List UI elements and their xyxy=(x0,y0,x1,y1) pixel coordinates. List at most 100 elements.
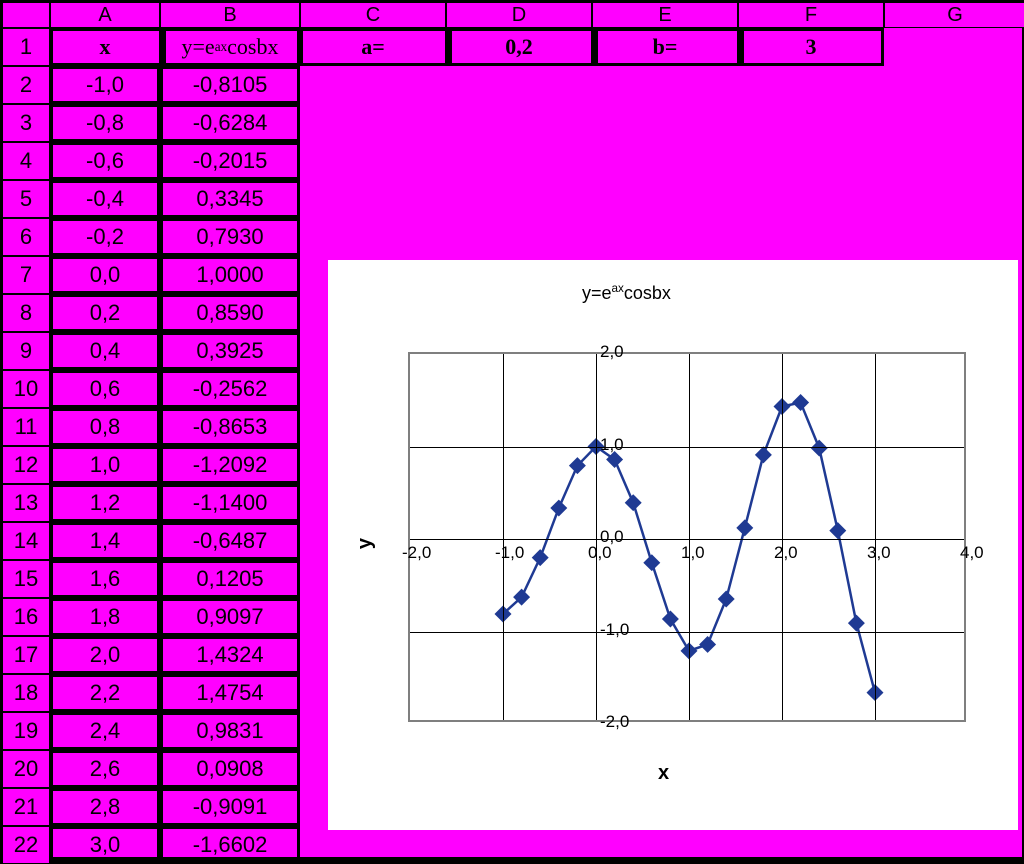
cell-border xyxy=(50,674,160,712)
row-header-9[interactable]: 9 xyxy=(2,332,50,370)
row-header-16[interactable]: 16 xyxy=(2,598,50,636)
cell-border xyxy=(50,104,160,142)
cell-border xyxy=(160,750,300,788)
cell-border xyxy=(160,256,300,294)
cell-border xyxy=(50,636,160,674)
row-header-5[interactable]: 5 xyxy=(2,180,50,218)
cell-border xyxy=(50,294,160,332)
row-header-21[interactable]: 21 xyxy=(2,788,50,826)
xtick-label: 2,0 xyxy=(774,543,798,563)
ytick-label: -1,0 xyxy=(600,620,629,640)
cell-border xyxy=(160,826,300,864)
row-header-10[interactable]: 10 xyxy=(2,370,50,408)
cell-border xyxy=(738,28,744,66)
xtick-label: -2,0 xyxy=(402,543,431,563)
row-header-11[interactable]: 11 xyxy=(2,408,50,446)
column-header-A[interactable]: A xyxy=(50,2,160,28)
cell-border xyxy=(160,104,300,142)
cell-border xyxy=(160,560,300,598)
gridline-v xyxy=(689,354,690,720)
column-header-E[interactable]: E xyxy=(592,2,738,28)
column-header-G[interactable]: G xyxy=(884,2,1024,28)
row-header-4[interactable]: 4 xyxy=(2,142,50,180)
cell-border xyxy=(446,28,452,66)
row-header-13[interactable]: 13 xyxy=(2,484,50,522)
cell-border xyxy=(50,370,160,408)
cell-border xyxy=(160,294,300,332)
cell-border xyxy=(50,332,160,370)
xtick-label: 3,0 xyxy=(867,543,891,563)
row-header-12[interactable]: 12 xyxy=(2,446,50,484)
cell-border xyxy=(50,522,160,560)
cell-border xyxy=(160,370,300,408)
cell-border xyxy=(160,636,300,674)
xtick-label: 1,0 xyxy=(681,543,705,563)
xtick-label: 4,0 xyxy=(960,543,984,563)
gridline-v xyxy=(596,354,597,720)
chart-plot-area xyxy=(408,352,966,722)
cell-border xyxy=(160,788,300,826)
gridline-h xyxy=(410,447,964,448)
row-header-20[interactable]: 20 xyxy=(2,750,50,788)
cell-border xyxy=(160,522,300,560)
row-header-22[interactable]: 22 xyxy=(2,826,50,864)
cell-border xyxy=(160,408,300,446)
cell-border xyxy=(50,28,300,66)
cell-border xyxy=(160,674,300,712)
xtick-label: -1,0 xyxy=(495,543,524,563)
cell-border xyxy=(160,484,300,522)
row-header-2[interactable]: 2 xyxy=(2,66,50,104)
cell-border xyxy=(160,712,300,750)
row-header-1[interactable]: 1 xyxy=(2,28,50,66)
chart-title: y=eaxcosbx xyxy=(582,282,671,304)
cell-border xyxy=(160,218,300,256)
cell-border xyxy=(592,28,598,66)
row-header-6[interactable]: 6 xyxy=(2,218,50,256)
gridline-h xyxy=(410,632,964,633)
ytick-label: 0,0 xyxy=(600,527,624,547)
cell-border xyxy=(160,598,300,636)
cell-border xyxy=(50,484,160,522)
row-header-3[interactable]: 3 xyxy=(2,104,50,142)
cell-border xyxy=(50,446,160,484)
cell-border xyxy=(50,408,160,446)
cell-border xyxy=(50,256,160,294)
cell-border xyxy=(50,218,160,256)
chart-series xyxy=(410,354,964,720)
cell-border xyxy=(50,712,160,750)
cell-border xyxy=(160,332,300,370)
cell-border xyxy=(50,750,160,788)
cell-border xyxy=(50,598,160,636)
ytick-label: 2,0 xyxy=(600,342,624,362)
cell-border xyxy=(50,826,160,864)
row-header-18[interactable]: 18 xyxy=(2,674,50,712)
cell-border xyxy=(160,66,300,104)
column-header-D[interactable]: D xyxy=(446,2,592,28)
row-header-14[interactable]: 14 xyxy=(2,522,50,560)
cell-border xyxy=(50,788,160,826)
row-header-8[interactable]: 8 xyxy=(2,294,50,332)
column-header-B[interactable]: B xyxy=(160,2,300,28)
ytick-label: -2,0 xyxy=(600,712,629,732)
spreadsheet: ABCDEFG 12345678910111213141516171819202… xyxy=(0,0,1024,859)
cell-border xyxy=(50,560,160,598)
x-axis-label: x xyxy=(658,762,669,785)
column-header-F[interactable]: F xyxy=(738,2,884,28)
cell-border xyxy=(50,180,160,218)
row-header-19[interactable]: 19 xyxy=(2,712,50,750)
cell-border xyxy=(160,446,300,484)
row-header-17[interactable]: 17 xyxy=(2,636,50,674)
gridline-v xyxy=(503,354,504,720)
y-axis-label: y xyxy=(354,538,377,549)
cell-border xyxy=(160,180,300,218)
gridline-h xyxy=(410,539,964,540)
gridline-v xyxy=(875,354,876,720)
column-header-C[interactable]: C xyxy=(300,2,446,28)
corner-cell[interactable] xyxy=(2,2,50,28)
row-header-15[interactable]: 15 xyxy=(2,560,50,598)
row-header-7[interactable]: 7 xyxy=(2,256,50,294)
gridline-v xyxy=(782,354,783,720)
cell-border xyxy=(50,66,160,104)
cell-border xyxy=(50,142,160,180)
cell-border xyxy=(160,28,166,66)
